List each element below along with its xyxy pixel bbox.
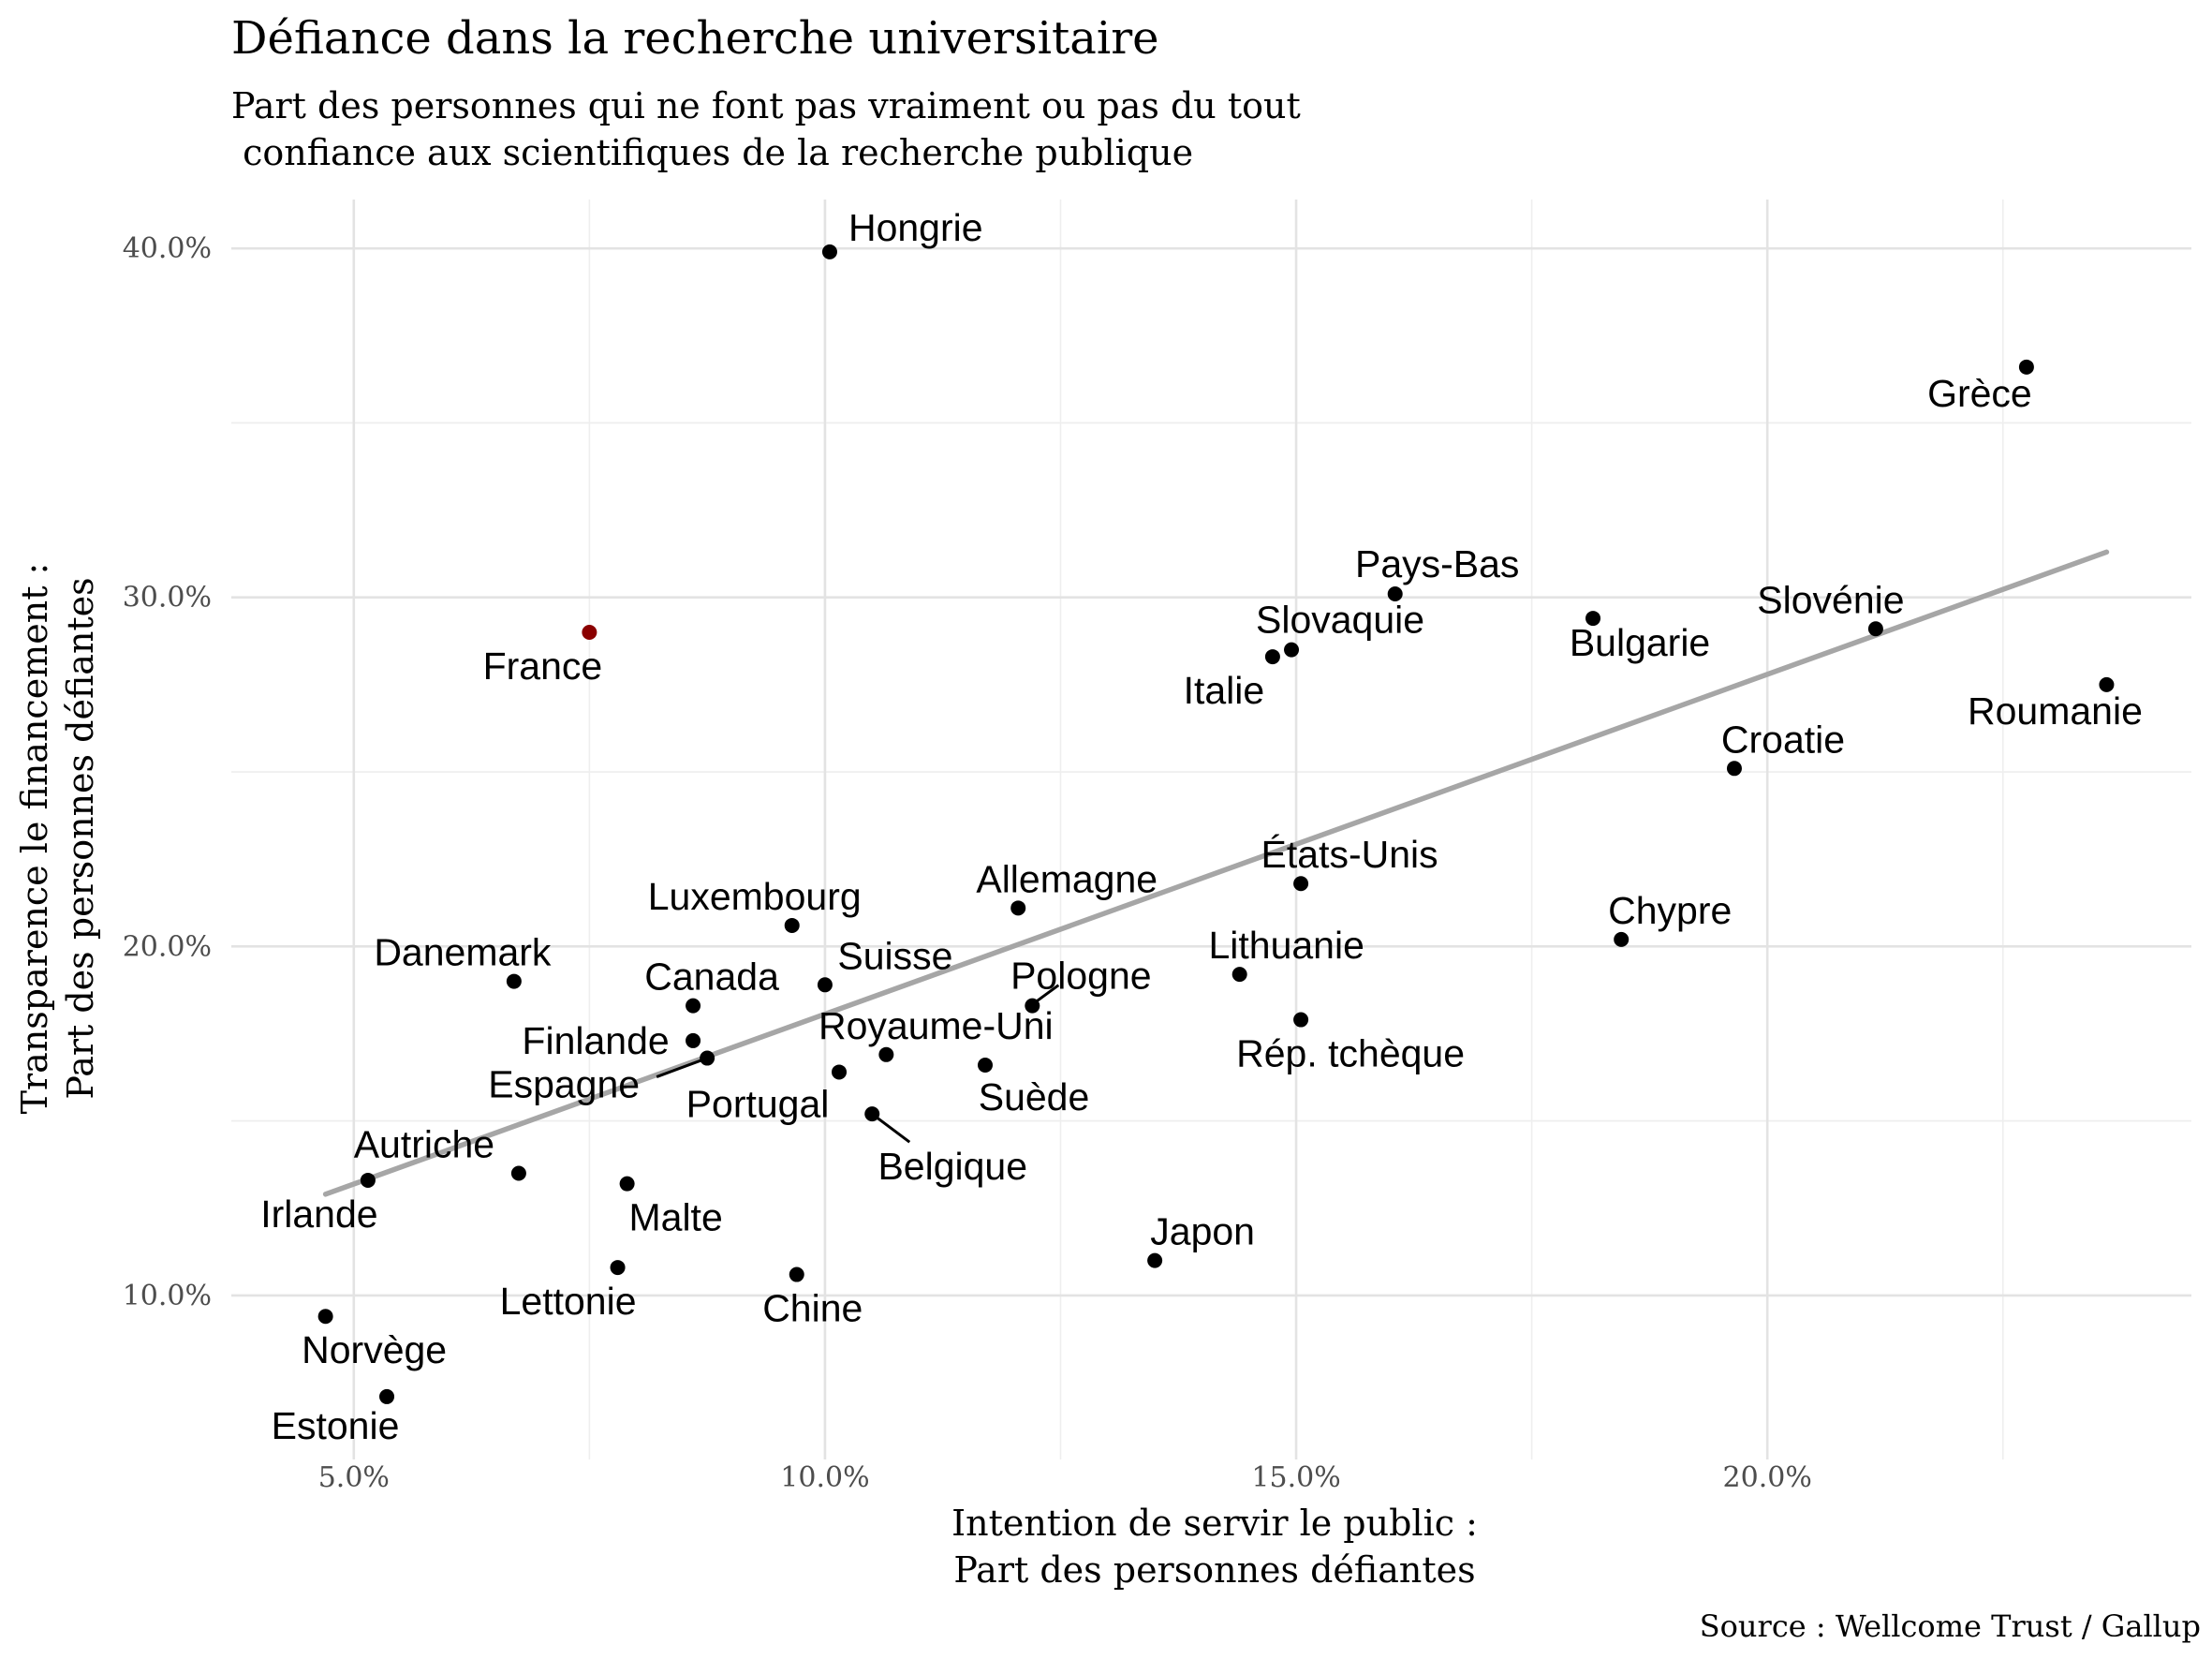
- y-axis-title-line-2: Part des personnes défiantes: [60, 577, 101, 1099]
- label-lettonie: Lettonie: [500, 1280, 637, 1323]
- y-tick-label: 30.0%: [123, 582, 212, 615]
- label-slovaquie: Slovaquie: [1256, 599, 1424, 642]
- label-royaume-uni: Royaume-Uni: [818, 1004, 1054, 1047]
- point-etats-unis: [1293, 876, 1309, 892]
- chart-subtitle-line-2: confiance aux scientifiques de la recher…: [231, 132, 1193, 173]
- label-italie: Italie: [1184, 669, 1265, 712]
- label-pays-bas: Pays-Bas: [1355, 542, 1519, 585]
- x-tick-label: 5.0%: [318, 1461, 390, 1494]
- y-tick-label: 20.0%: [123, 930, 212, 963]
- label-suede: Suède: [979, 1075, 1090, 1118]
- point-portugal: [832, 1064, 848, 1080]
- point-suisse: [817, 977, 833, 993]
- label-norvege: Norvège: [302, 1328, 447, 1371]
- label-malte: Malte: [628, 1196, 722, 1239]
- label-grece: Grèce: [1927, 372, 2032, 415]
- label-suisse: Suisse: [837, 934, 952, 977]
- point-royaume-uni: [878, 1046, 894, 1062]
- label-autriche: Autriche: [354, 1122, 494, 1165]
- label-slovenie: Slovénie: [1757, 578, 1904, 621]
- label-hongrie: Hongrie: [848, 206, 983, 249]
- label-chine: Chine: [762, 1287, 863, 1330]
- x-tick-label: 20.0%: [1723, 1461, 1812, 1494]
- point-estonie: [379, 1388, 395, 1404]
- point-france: [582, 624, 597, 640]
- point-japon: [1147, 1252, 1163, 1268]
- chart-title: Défiance dans la recherche universitaire: [231, 12, 1159, 65]
- point-croatie: [1726, 761, 1742, 777]
- x-tick-label: 10.0%: [780, 1461, 869, 1494]
- point-suede: [978, 1057, 993, 1073]
- point-lithuanie: [1231, 967, 1247, 983]
- label-belgique: Belgique: [877, 1145, 1027, 1188]
- point-chypre: [1614, 931, 1630, 947]
- label-canada: Canada: [644, 955, 779, 999]
- label-espagne: Espagne: [488, 1063, 640, 1106]
- point-danemark: [506, 973, 522, 989]
- point-lettonie: [610, 1260, 626, 1276]
- label-croatie: Croatie: [1721, 718, 1845, 761]
- label-roumanie: Roumanie: [1968, 689, 2143, 733]
- point-pays-bas: [1387, 586, 1403, 602]
- point-italie: [1264, 649, 1280, 665]
- label-portugal: Portugal: [686, 1082, 830, 1125]
- label-irlande: Irlande: [260, 1192, 377, 1236]
- point-finlande: [686, 1032, 701, 1048]
- label-danemark: Danemark: [374, 931, 552, 974]
- point-chine: [789, 1266, 804, 1282]
- point-allemagne: [1010, 900, 1026, 916]
- y-tick-label: 10.0%: [123, 1280, 212, 1312]
- label-pologne: Pologne: [1010, 955, 1151, 998]
- leader-line-pologne: [1029, 984, 1060, 1007]
- leader-line-espagne: [656, 1057, 708, 1078]
- point-norvege: [317, 1309, 333, 1325]
- label-rep-tcheque: Rép. tchèque: [1236, 1032, 1465, 1075]
- label-france: France: [483, 644, 603, 688]
- point-malte: [619, 1176, 635, 1192]
- point-autriche: [510, 1165, 526, 1181]
- label-luxembourg: Luxembourg: [648, 875, 862, 918]
- x-axis-title-line-2: Part des personnes défiantes: [953, 1549, 1475, 1591]
- label-etats-unis: États-Unis: [1261, 833, 1438, 876]
- point-roumanie: [2099, 676, 2115, 692]
- y-axis-ticks: 10.0% 20.0% 30.0% 40.0%: [123, 232, 212, 1312]
- point-luxembourg: [784, 917, 800, 933]
- trend-line: [322, 549, 2110, 1197]
- label-lithuanie: Lithuanie: [1208, 924, 1364, 967]
- label-japon: Japon: [1150, 1210, 1255, 1253]
- point-labels: Hongrie Grèce Pays-Bas Slovaquie Italie Bulga…: [260, 206, 2143, 1447]
- point-irlande: [360, 1172, 376, 1188]
- point-canada: [686, 998, 701, 1014]
- leader-line-belgique: [871, 1112, 911, 1144]
- y-axis-title-line-1: Transparence le financement :: [14, 563, 55, 1115]
- point-slovenie: [1867, 621, 1883, 637]
- point-rep-tcheque: [1293, 1012, 1309, 1028]
- grid-lines: [231, 200, 2191, 1459]
- label-allemagne: Allemagne: [976, 857, 1158, 900]
- chart-subtitle-line-1: Part des personnes qui ne font pas vraim…: [231, 85, 1301, 126]
- point-grece: [2018, 359, 2034, 375]
- source-caption: Source : Wellcome Trust / Gallup: [1700, 1608, 2201, 1644]
- x-axis-ticks: 5.0% 10.0% 15.0% 20.0%: [318, 1461, 1812, 1494]
- label-finlande: Finlande: [522, 1019, 669, 1062]
- point-bulgarie: [1585, 611, 1601, 627]
- label-chypre: Chypre: [1608, 889, 1732, 932]
- x-tick-label: 15.0%: [1251, 1461, 1340, 1494]
- x-axis-title-line-1: Intention de servir le public :: [951, 1503, 1478, 1544]
- label-estonie: Estonie: [272, 1404, 400, 1447]
- point-slovaquie: [1284, 642, 1300, 658]
- label-bulgarie: Bulgarie: [1570, 621, 1710, 664]
- y-tick-label: 40.0%: [123, 232, 212, 265]
- point-hongrie: [821, 244, 837, 259]
